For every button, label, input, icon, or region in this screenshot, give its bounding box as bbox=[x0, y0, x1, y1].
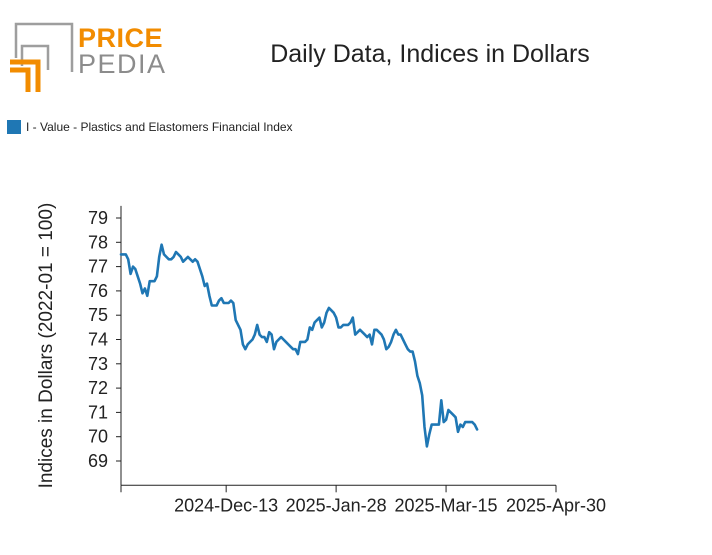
y-tick-label: 74 bbox=[88, 330, 108, 350]
y-tick-label: 77 bbox=[88, 257, 108, 277]
y-tick-label: 75 bbox=[88, 305, 108, 325]
x-tick-label: 2025-Mar-15 bbox=[395, 495, 498, 515]
x-axis: 2024-Dec-13 2025-Jan-28 2025-Mar-15 2025-Ap… bbox=[120, 484, 606, 515]
y-tick-label: 69 bbox=[88, 451, 108, 471]
y-tick-label: 70 bbox=[88, 427, 108, 447]
y-axis-title: Indices in Dollars (2022-01 = 100) bbox=[36, 203, 57, 489]
y-tick-label: 73 bbox=[88, 354, 108, 374]
x-tick-label: 2025-Jan-28 bbox=[286, 495, 387, 515]
logo-mark-icon bbox=[10, 22, 74, 92]
pricepedia-logo: PRICE PEDIA bbox=[8, 22, 168, 94]
logo-text-price: PRICE bbox=[78, 23, 164, 53]
series-line bbox=[119, 243, 479, 448]
x-tick-label: 2025-Apr-30 bbox=[506, 495, 606, 515]
series-layer bbox=[119, 243, 479, 448]
y-tick-label: 71 bbox=[88, 402, 108, 422]
y-axis: 69 70 71 72 73 74 75 76 77 78 79 bbox=[88, 205, 122, 486]
legend[interactable]: I - Value - Plastics and Elastomers Fina… bbox=[7, 119, 293, 135]
x-tick-label: 2024-Dec-13 bbox=[174, 495, 278, 515]
y-tick-label: 79 bbox=[88, 208, 108, 228]
legend-swatch[interactable] bbox=[7, 120, 21, 134]
y-tick-label: 72 bbox=[88, 378, 108, 398]
y-tick-label: 78 bbox=[88, 232, 108, 252]
chart-title: Daily Data, Indices in Dollars bbox=[270, 40, 590, 68]
y-tick-label: 76 bbox=[88, 281, 108, 301]
logo-text-pedia: PEDIA bbox=[78, 49, 167, 79]
legend-label[interactable]: I - Value - Plastics and Elastomers Fina… bbox=[26, 120, 293, 134]
